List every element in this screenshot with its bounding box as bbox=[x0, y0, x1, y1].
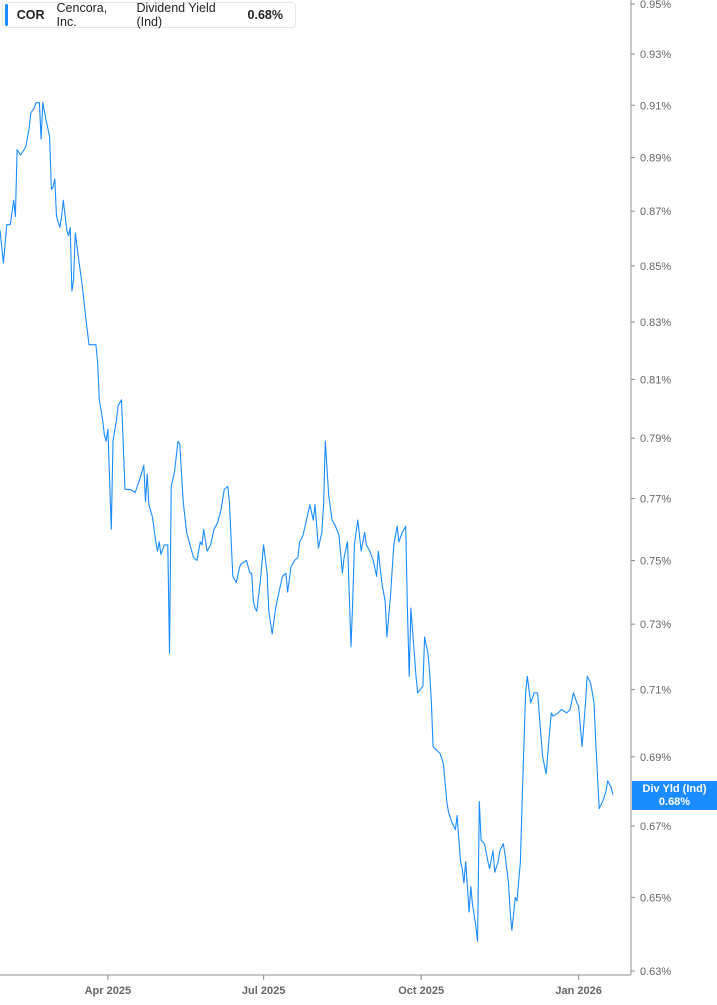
legend-ticker: COR bbox=[16, 8, 45, 22]
x-tick-label: Apr 2025 bbox=[85, 985, 131, 997]
y-tick-label: 0.83% bbox=[640, 317, 671, 329]
last-value-number: 0.68% bbox=[658, 796, 691, 808]
y-tick-label: 0.75% bbox=[640, 556, 671, 568]
legend-metric: Dividend Yield (Ind) bbox=[136, 1, 216, 29]
y-tick-label: 0.73% bbox=[640, 619, 671, 631]
y-tick-label: 0.71% bbox=[640, 685, 671, 697]
x-tick-label: Oct 2025 bbox=[398, 985, 444, 997]
y-tick-label: 0.79% bbox=[640, 433, 671, 445]
x-axis: Apr 2025 Jul 2025 Oct 2025 Jan 2026 bbox=[0, 974, 631, 997]
y-tick-label: 0.67% bbox=[640, 821, 671, 833]
legend-company: Cencora, Inc. bbox=[56, 1, 108, 29]
last-value-title: Div Yld (Ind) bbox=[642, 783, 707, 795]
y-tick-label: 0.69% bbox=[640, 752, 671, 764]
y-tick-label: 0.81% bbox=[640, 374, 671, 386]
y-tick-label: 0.87% bbox=[640, 206, 671, 218]
y-tick-label: 0.89% bbox=[640, 153, 671, 165]
legend-value: 0.68% bbox=[247, 8, 283, 22]
x-tick-label: Jan 2026 bbox=[555, 985, 601, 997]
legend-color-swatch bbox=[5, 4, 8, 26]
chart-legend: COR Cencora, Inc. Dividend Yield (Ind) 0… bbox=[2, 1, 296, 29]
y-tick-label: 0.85% bbox=[640, 261, 671, 273]
y-tick-label: 0.63% bbox=[640, 966, 671, 978]
y-tick-label: 0.91% bbox=[640, 100, 671, 112]
y-tick-label: 0.65% bbox=[640, 892, 671, 904]
y-tick-label: 0.93% bbox=[640, 49, 671, 61]
y-axis: 0.95% 0.93% 0.91% 0.89% 0.87% 0.85% 0.83% 0.81%… bbox=[630, 0, 671, 978]
x-tick-label: Jul 2025 bbox=[242, 985, 285, 997]
last-value-label: Div Yld (Ind) 0.68% bbox=[632, 781, 717, 810]
y-tick-label: 0.95% bbox=[640, 0, 671, 11]
y-tick-label: 0.77% bbox=[640, 494, 671, 506]
series-line-dividend-yield bbox=[0, 102, 614, 942]
